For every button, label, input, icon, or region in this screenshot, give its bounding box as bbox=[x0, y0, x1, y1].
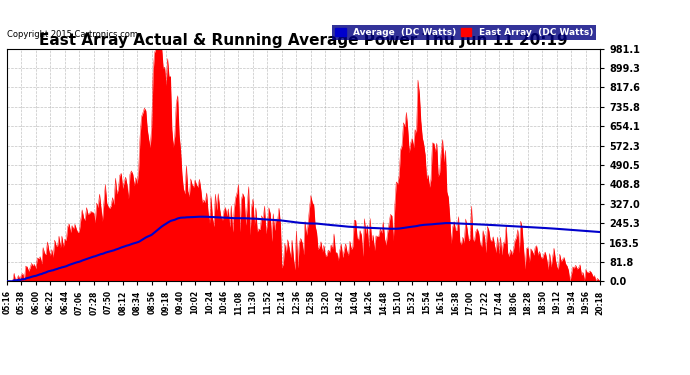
Text: Copyright 2015 Cartronics.com: Copyright 2015 Cartronics.com bbox=[7, 30, 138, 39]
Legend: Average  (DC Watts), East Array  (DC Watts): Average (DC Watts), East Array (DC Watts… bbox=[332, 26, 595, 40]
Title: East Array Actual & Running Average Power Thu Jun 11 20:19: East Array Actual & Running Average Powe… bbox=[39, 33, 568, 48]
